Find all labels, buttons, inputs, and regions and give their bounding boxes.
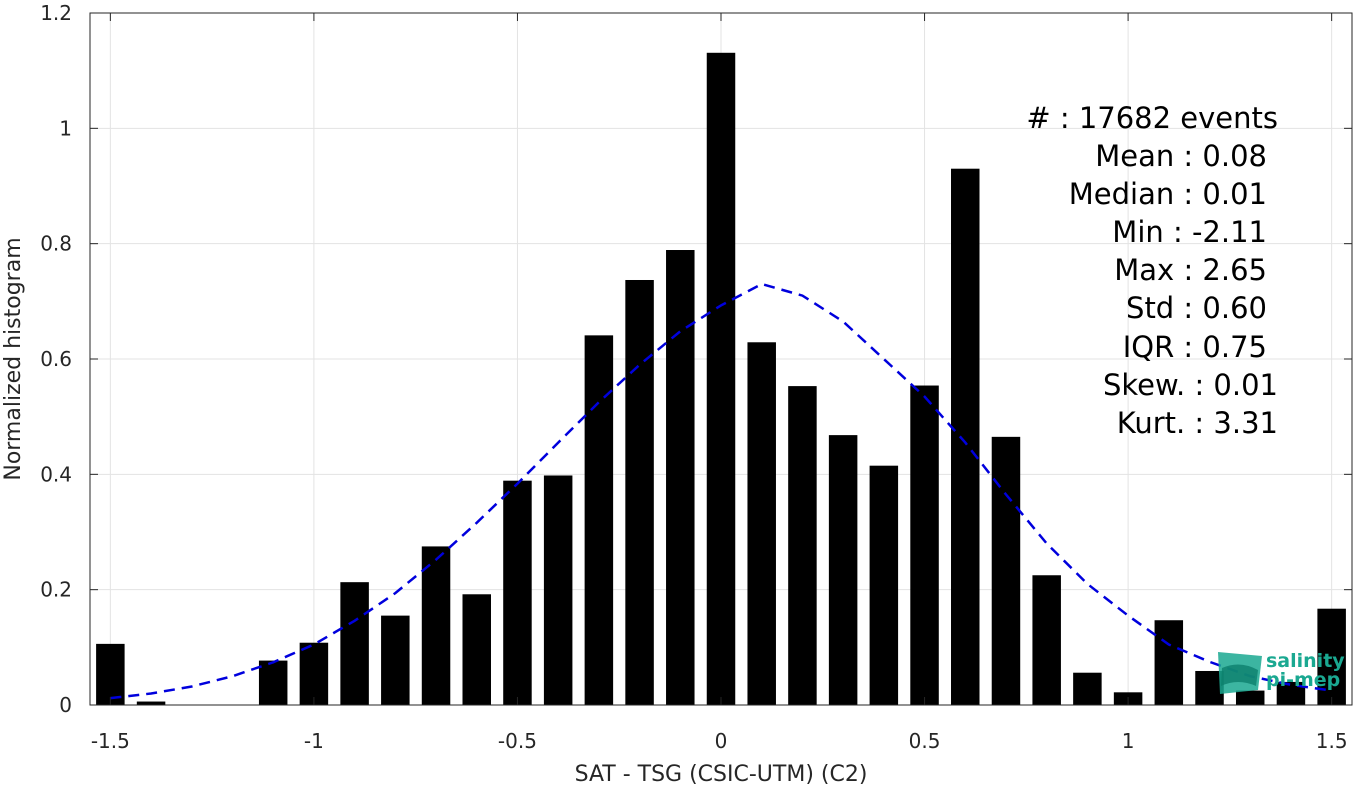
histogram-bar (869, 465, 899, 705)
stat-kurt: Kurt. : 3.31 (1117, 406, 1278, 440)
histogram-bar (584, 335, 614, 705)
histogram-bar (788, 386, 817, 705)
axes (89, 12, 1353, 706)
histogram-bar (462, 594, 491, 705)
x-axis-label: SAT - TSG (CSIC-UTM) (C2) (575, 762, 868, 785)
y-tick-label: 0.8 (40, 232, 72, 256)
y-tick-label: 0 (59, 693, 72, 717)
histogram-bar (951, 168, 980, 705)
stat-min: Min : -2.11 (1112, 215, 1267, 249)
histogram-bar (381, 615, 410, 705)
stat-events: # : 17682 events (1026, 101, 1278, 135)
x-tick-label: -0.5 (498, 729, 537, 753)
salinity-pimep-logo: salinity pi-mep (1218, 650, 1345, 694)
logo-line2: pi-mep (1266, 669, 1340, 691)
histogram-bar (136, 701, 166, 705)
histogram-bar (543, 475, 573, 705)
histogram-bar (258, 660, 288, 705)
histogram-bar (1235, 690, 1265, 705)
histogram-bar (910, 385, 939, 705)
fit-line (110, 282, 1332, 700)
normal-fit-curve (110, 282, 1332, 700)
x-tick-label: -1.5 (91, 729, 130, 753)
histogram-bar (625, 279, 654, 705)
x-tick-label: 0 (715, 729, 728, 753)
tick-labels: -1.5 -1 -0.5 0 0.5 1 1.5 0 0.2 0.4 0.6 0.8 1 1.2 (40, 1, 1347, 753)
y-tick-label: 0.6 (40, 347, 72, 371)
logo-line1: salinity (1266, 650, 1345, 672)
histogram-bar (666, 250, 695, 705)
histogram-bar (421, 546, 451, 705)
histogram-bar (503, 480, 532, 705)
stat-iqr: IQR : 0.75 (1123, 330, 1267, 364)
histogram-bar (96, 643, 125, 705)
stat-median: Median : 0.01 (1069, 177, 1267, 211)
logo-wave-accent (1221, 664, 1258, 686)
y-tick-label: 1.2 (40, 1, 72, 25)
y-tick-label: 0.4 (40, 462, 72, 486)
histogram-bar (340, 582, 369, 705)
histogram-bar (706, 52, 736, 706)
x-tick-label: -1 (304, 729, 324, 753)
stat-mean: Mean : 0.08 (1095, 139, 1267, 173)
y-axis-label: Normalized histogram (1, 237, 26, 480)
x-tick-label: 0.5 (909, 729, 941, 753)
histogram-bar (1276, 681, 1306, 705)
histogram-bar (991, 436, 1021, 705)
x-tick-label: 1.5 (1316, 729, 1348, 753)
histogram-bar (1154, 620, 1184, 705)
histogram-bar (1195, 670, 1224, 705)
statistics-panel: # : 17682 events Mean : 0.08 Median : 0.… (1026, 101, 1278, 440)
stat-max: Max : 2.65 (1114, 253, 1267, 287)
y-tick-label: 0.2 (40, 578, 72, 602)
y-tick-label: 1 (59, 116, 72, 140)
stat-std: Std : 0.60 (1126, 291, 1267, 325)
histogram-bar (1073, 672, 1102, 705)
histogram-bar (747, 342, 776, 705)
x-tick-label: 1 (1122, 729, 1135, 753)
stat-skew: Skew. : 0.01 (1103, 368, 1278, 402)
histogram-bar (299, 642, 329, 705)
histogram-bar (828, 435, 858, 705)
histogram-bar (1032, 575, 1061, 705)
